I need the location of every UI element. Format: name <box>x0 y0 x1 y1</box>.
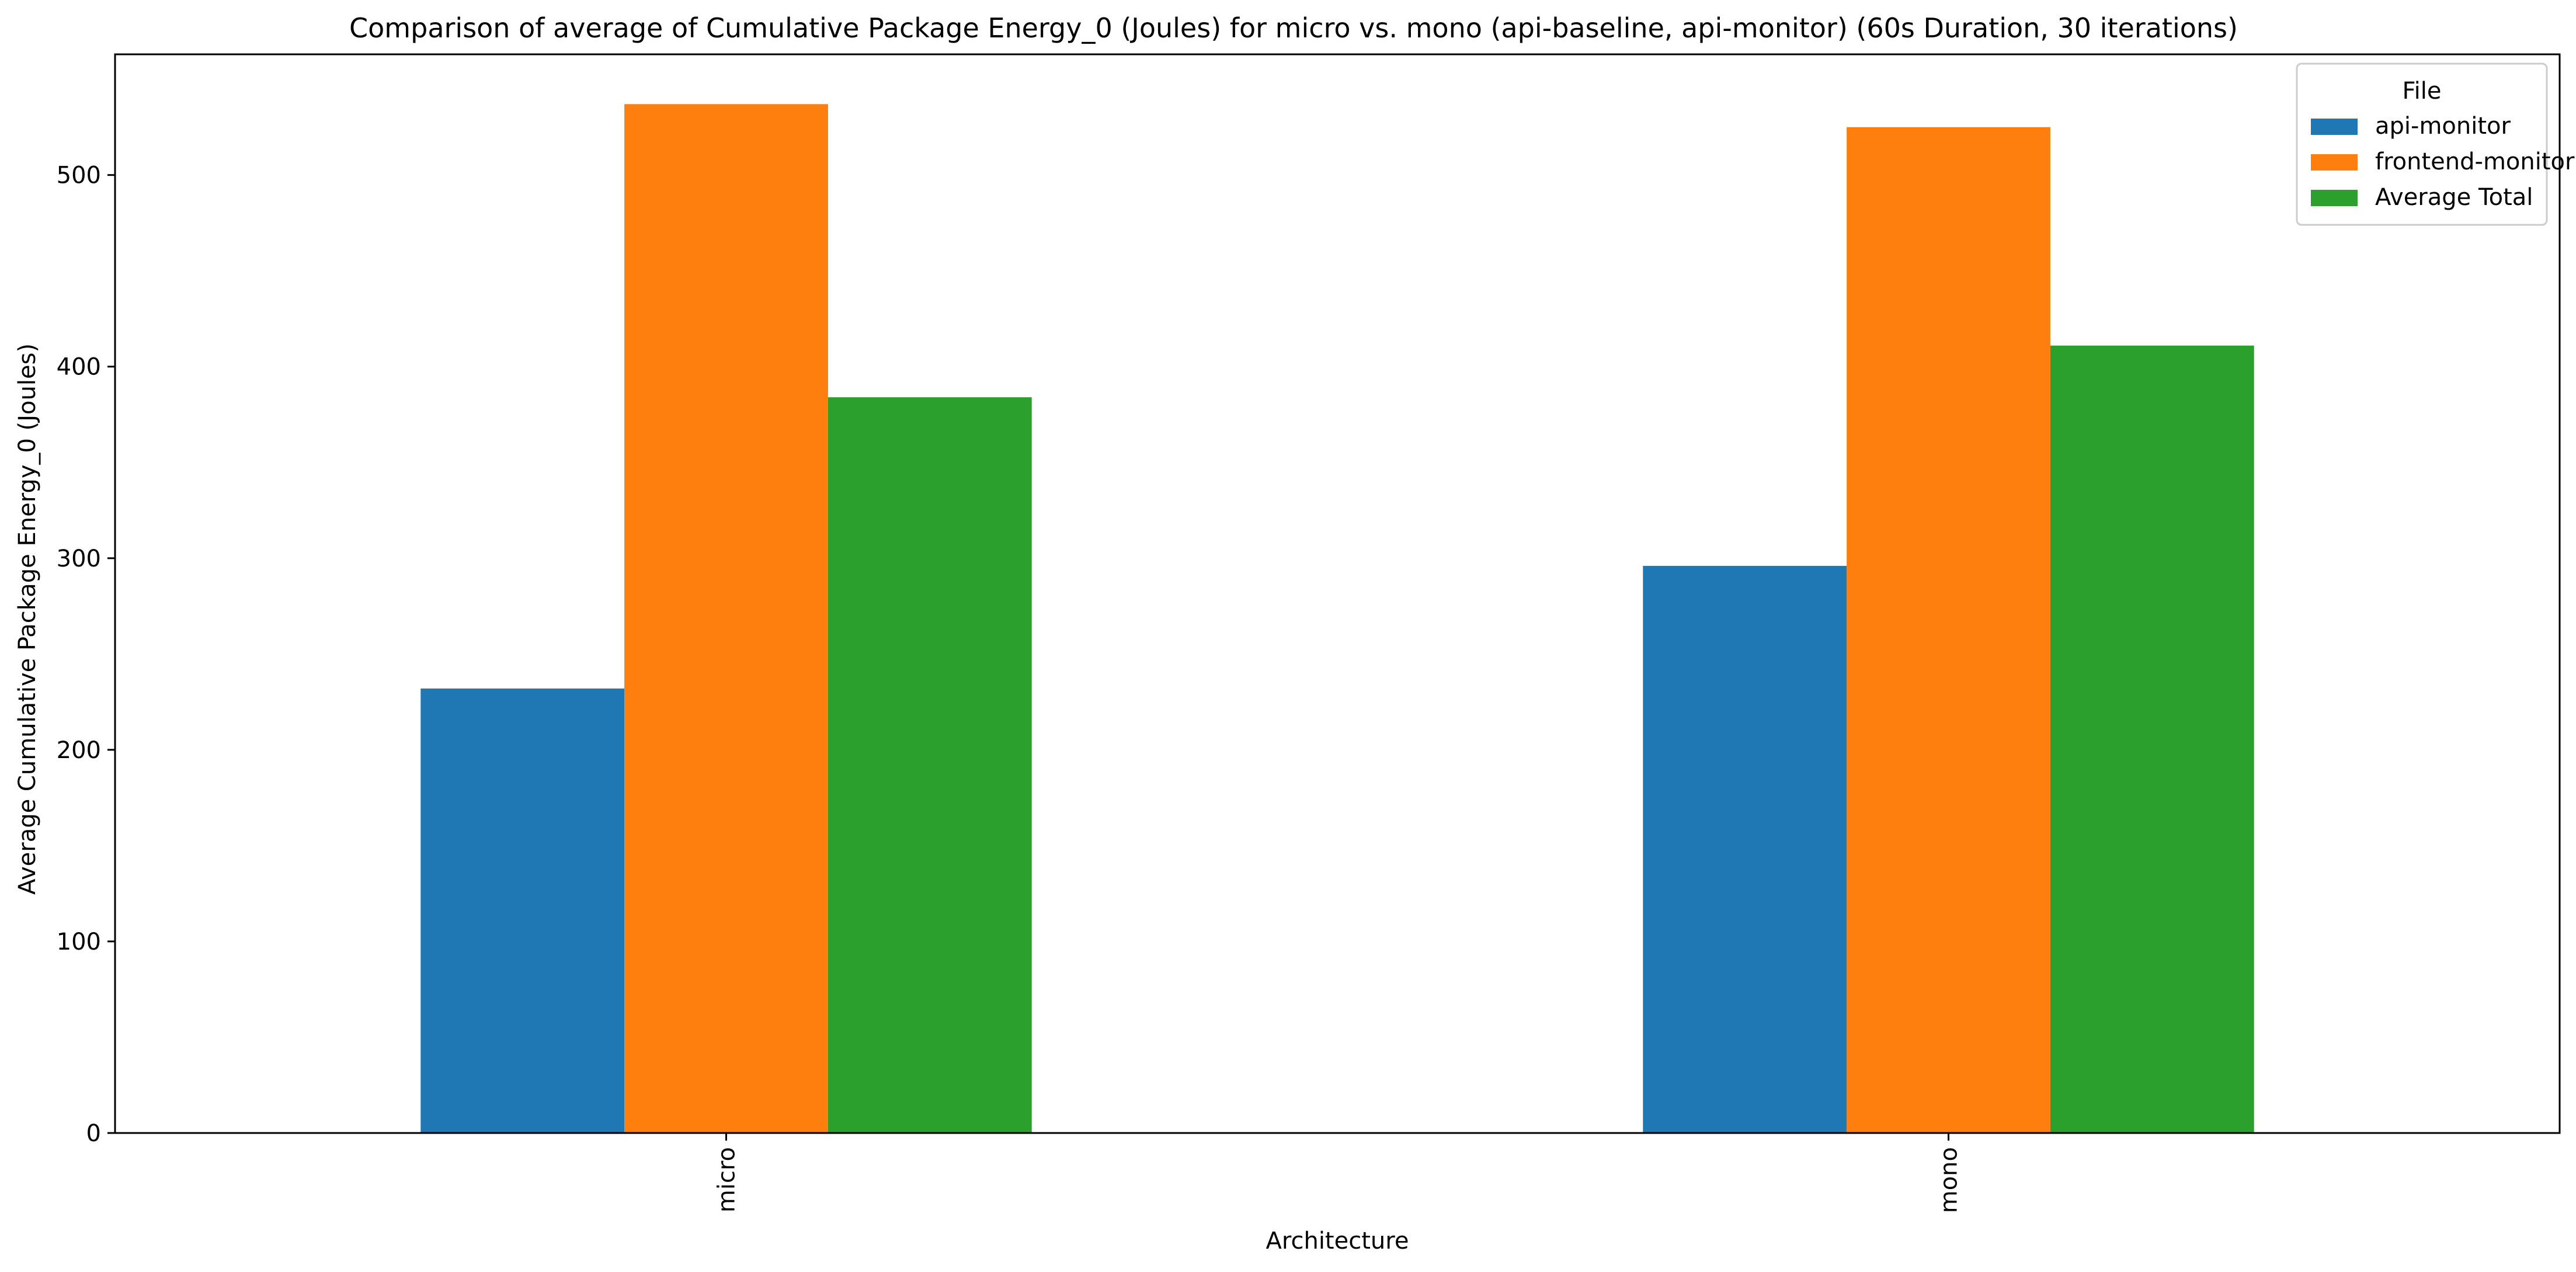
legend: File api-monitor frontend-monitor Average T… <box>2296 62 2575 226</box>
y-axis-label: Average Cumulative Package Energy_0 (Jou… <box>14 343 41 895</box>
bar-frontend-monitor-mono <box>1847 127 2050 1134</box>
legend-swatch-api-monitor <box>2311 119 2358 135</box>
y-tick-label: 500 <box>57 162 101 189</box>
axes-layer: 0 100 200 300 400 500 micro mono <box>57 53 2561 1213</box>
bar-average-total-micro <box>828 397 1032 1134</box>
plot-frame <box>114 53 2561 1134</box>
bar-api-monitor-micro <box>420 688 625 1133</box>
legend-label-frontend-monitor: frontend-monitor <box>2375 148 2575 175</box>
legend-swatch-average-total <box>2311 190 2358 206</box>
bar-frontend-monitor-micro <box>624 104 828 1133</box>
y-tick-label: 300 <box>57 545 101 572</box>
y-tick-label: 100 <box>57 929 101 955</box>
chart-title: Comparison of average of Cumulative Pack… <box>349 12 2238 44</box>
y-tick-label: 0 <box>86 1120 101 1147</box>
bar-average-total-mono <box>2050 345 2254 1134</box>
bar-api-monitor-mono <box>1643 565 1847 1133</box>
x-tick-label-mono: mono <box>1936 1147 1963 1213</box>
bars-layer <box>420 104 2254 1134</box>
y-tick-label: 200 <box>57 737 101 764</box>
legend-box <box>2296 62 2548 226</box>
x-axis-label: Architecture <box>1266 1228 1409 1254</box>
y-tick-label: 400 <box>57 354 101 381</box>
legend-label-api-monitor: api-monitor <box>2375 113 2511 140</box>
x-tick-label-micro: micro <box>714 1147 741 1212</box>
legend-title: File <box>2403 78 2442 105</box>
legend-label-average-total: Average Total <box>2375 184 2533 211</box>
legend-swatch-frontend-monitor <box>2311 154 2358 171</box>
